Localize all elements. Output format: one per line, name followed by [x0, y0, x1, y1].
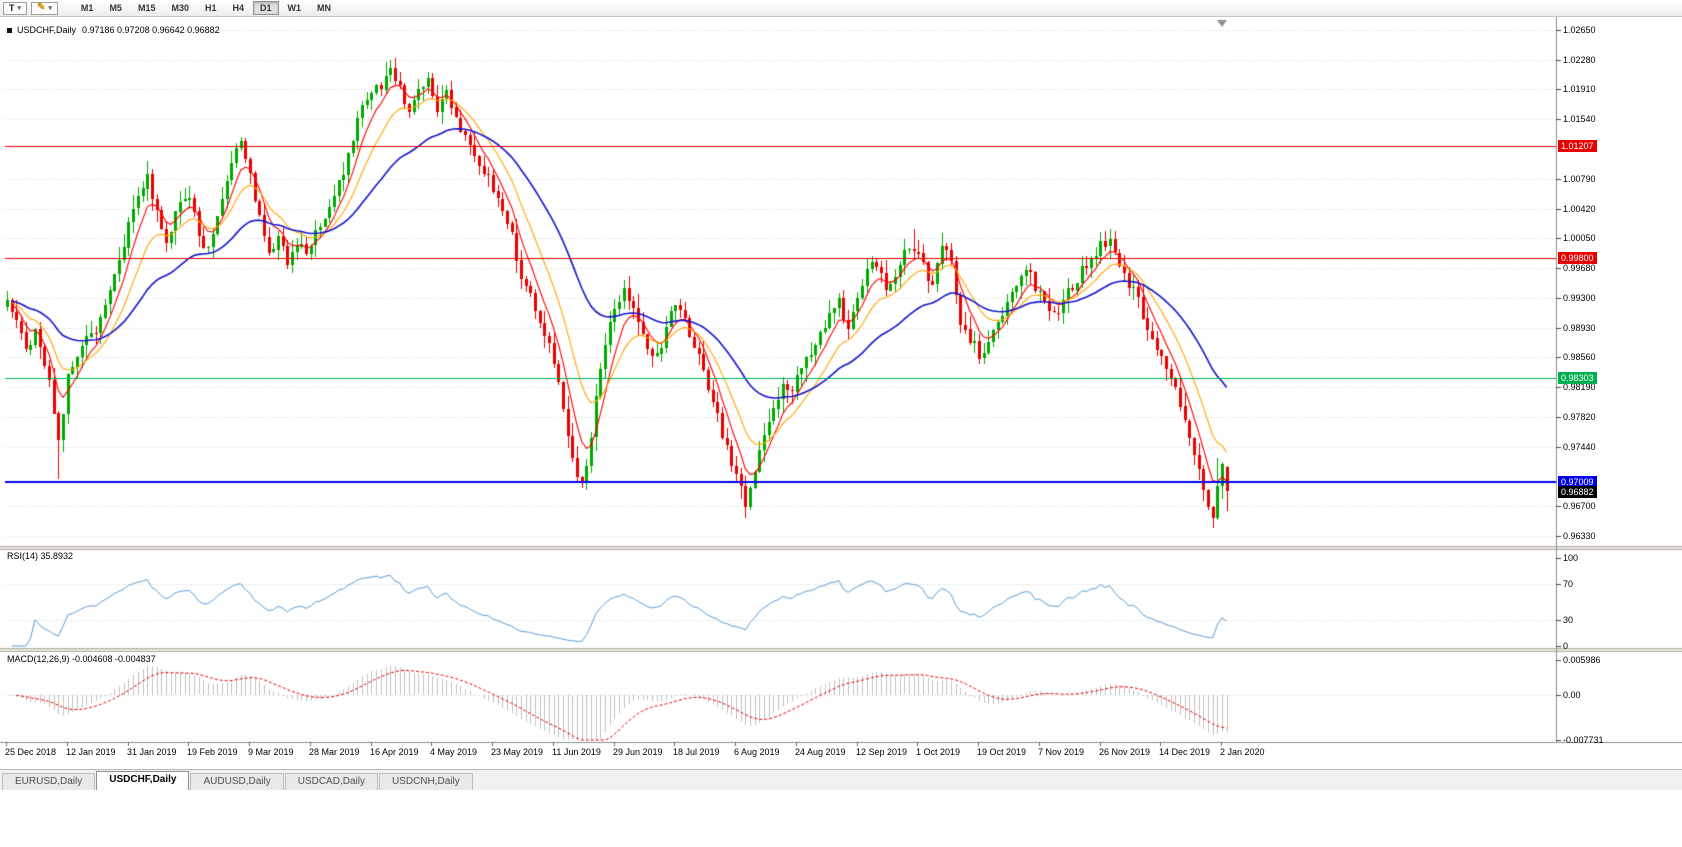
price-axis-label: 1.01910 — [1563, 84, 1596, 94]
timeframe-button-m15[interactable]: M15 — [137, 3, 156, 13]
date-axis-label: 26 Nov 2019 — [1099, 747, 1151, 757]
top-toolbar: T ▾ ✎ ▾ M1 M5 M15 M30 H1 H4 D1 W1 MN — [0, 0, 1682, 17]
date-axis-label: 12 Sep 2019 — [856, 747, 908, 757]
price-axis[interactable]: 1.02650 1.02280 1.01910 1.01540 1.00790 1.004… — [1557, 17, 1681, 747]
price-axis-label: 1.00420 — [1563, 204, 1596, 214]
date-axis-label: 4 May 2019 — [430, 747, 478, 757]
rsi-indicator-label: RSI(14) 35.8932 — [7, 551, 74, 561]
price-level-flag: 0.98303 — [1558, 372, 1597, 384]
price-axis-label: 0.97820 — [1563, 412, 1596, 422]
price-axis-label: 0.99680 — [1563, 263, 1596, 273]
date-axis-label: 23 May 2019 — [491, 747, 544, 757]
chart-marker-icon — [7, 27, 12, 33]
macd-axis-label: 0.005986 — [1563, 655, 1601, 665]
date-axis-label: 2 Jan 2020 — [1220, 747, 1265, 757]
price-axis-label: 0.96330 — [1563, 531, 1596, 541]
rsi-axis-label: 30 — [1563, 615, 1574, 625]
chart-tab-usdcnh[interactable]: USDCNH,Daily — [378, 773, 473, 790]
price-axis-label: 0.98190 — [1563, 382, 1596, 392]
chevron-down-icon: ▾ — [48, 5, 52, 12]
date-axis-label: 1 Oct 2019 — [916, 747, 961, 757]
timeframe-button-w1[interactable]: W1 — [287, 3, 302, 13]
chart-tab-audusd[interactable]: AUDUSD,Daily — [190, 773, 284, 790]
price-axis-label: 0.98560 — [1563, 352, 1596, 362]
timeframe-button-h1[interactable]: H1 — [204, 3, 217, 13]
date-axis-label: 28 Mar 2019 — [309, 747, 360, 757]
price-axis-label: 1.00050 — [1563, 233, 1596, 243]
price-axis-label: 1.00790 — [1563, 174, 1596, 184]
price-axis-label: 0.96700 — [1563, 501, 1596, 511]
rsi-axis-label: 100 — [1563, 553, 1579, 563]
date-axis-label: 19 Feb 2019 — [187, 747, 238, 757]
draw-tool-button[interactable]: ✎ ▾ — [31, 1, 58, 15]
date-axis-label: 29 Jun 2019 — [613, 747, 663, 757]
price-axis-label: 0.99300 — [1563, 293, 1596, 303]
timeframe-button-m1[interactable]: M1 — [80, 3, 94, 13]
date-axis-label: 9 Mar 2019 — [248, 747, 294, 757]
timeframe-buttons: M1 M5 M15 M30 H1 H4 D1 W1 MN — [74, 1, 340, 15]
text-tool-button[interactable]: T ▾ — [3, 1, 28, 15]
chart-tab-bar: EURUSD,Daily USDCHF,Daily AUDUSD,Daily USDC… — [0, 769, 1682, 790]
price-level-flag: 0.96882 — [1558, 486, 1597, 498]
timeframe-button-m30[interactable]: M30 — [171, 3, 189, 13]
chart-ohlc-values: 0.97186 0.97208 0.96642 0.96882 — [82, 25, 220, 35]
macd-indicator-label: MACD(12,26,9) -0.004608 -0.004837 — [7, 654, 156, 664]
timeframe-button-d1[interactable]: D1 — [253, 1, 279, 15]
price-axis-label: 1.01540 — [1563, 114, 1596, 124]
rsi-axis-label: 70 — [1563, 579, 1574, 589]
date-axis-label: 24 Aug 2019 — [795, 747, 846, 757]
chart-header: USDCHF,Daily 0.97186 0.97208 0.96642 0.9… — [7, 25, 220, 35]
price-axis-label: 0.97440 — [1563, 442, 1596, 452]
chevron-down-icon: ▾ — [17, 5, 22, 12]
date-axis-label: 7 Nov 2019 — [1038, 747, 1085, 757]
date-axis-label: 16 Apr 2019 — [370, 747, 419, 757]
macd-axis-label: 0.00 — [1563, 690, 1581, 700]
chart-tab-eurusd[interactable]: EURUSD,Daily — [2, 773, 96, 790]
rsi-axis-label: 0 — [1563, 641, 1569, 651]
date-axis-label: 14 Dec 2019 — [1159, 747, 1211, 757]
chart-tab-usdcad[interactable]: USDCAD,Daily — [284, 773, 378, 790]
price-level-flag: 0.97009 — [1558, 476, 1597, 488]
price-level-flag: 0.99800 — [1558, 252, 1597, 264]
date-axis-label: 6 Aug 2019 — [734, 747, 780, 757]
chart-tab-usdchf[interactable]: USDCHF,Daily — [96, 771, 190, 790]
date-axis-label: 18 Jul 2019 — [673, 747, 720, 757]
price-axis-label: 1.02650 — [1563, 25, 1596, 35]
price-axis-label: 0.98930 — [1563, 323, 1596, 333]
date-axis-label: 19 Oct 2019 — [977, 747, 1027, 757]
date-axis[interactable]: 25 Dec 2018 12 Jan 2019 31 Jan 2019 19 Feb … — [0, 746, 1682, 760]
macd-axis-label: -0.007731 — [1563, 735, 1604, 745]
pencil-icon: ✎ — [37, 2, 46, 13]
date-axis-label: 11 Jun 2019 — [552, 747, 601, 757]
timeframe-button-h4[interactable]: H4 — [232, 3, 245, 13]
date-axis-label: 25 Dec 2018 — [5, 747, 57, 757]
date-axis-label: 31 Jan 2019 — [127, 747, 177, 757]
price-axis-label: 1.02280 — [1563, 55, 1596, 65]
date-axis-label: 12 Jan 2019 — [66, 747, 116, 757]
price-level-flag: 1.01207 — [1558, 140, 1597, 152]
chart-symbol-title: USDCHF,Daily — [17, 25, 77, 35]
timeframe-button-m5[interactable]: M5 — [109, 3, 122, 13]
timeframe-button-mn[interactable]: MN — [317, 3, 332, 13]
text-tool-label: T — [9, 3, 15, 13]
